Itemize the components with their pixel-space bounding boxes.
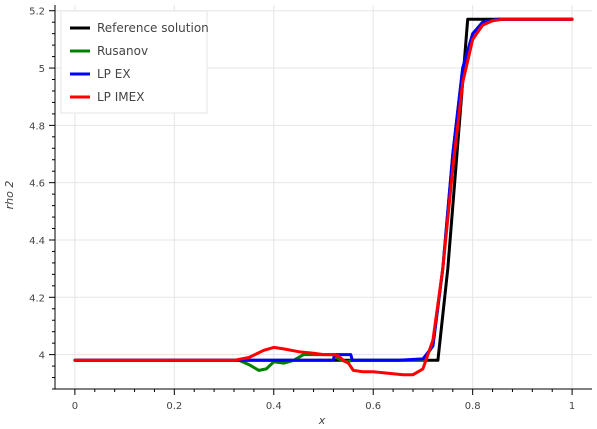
legend-label: LP EX <box>97 67 131 81</box>
y-tick-label: 4.2 <box>29 293 45 304</box>
y-tick-label: 4.6 <box>29 179 45 190</box>
legend-label: Rusanov <box>97 44 148 58</box>
legend-label: Reference solution <box>97 21 209 35</box>
y-axis-label: rho 2 <box>3 181 16 210</box>
x-tick-label: 0 <box>72 401 78 412</box>
y-tick-label: 4.8 <box>29 121 45 132</box>
y-tick-label: 4.4 <box>29 236 45 247</box>
x-tick-label: 0.2 <box>166 401 182 412</box>
x-tick-label: 1 <box>569 401 575 412</box>
y-tick-label: 5.2 <box>29 7 45 18</box>
x-tick-label: 0.8 <box>465 401 481 412</box>
y-tick-label: 4 <box>39 351 45 362</box>
legend-label: LP IMEX <box>97 90 144 104</box>
y-tick-label: 5 <box>39 64 45 75</box>
legend: Reference solution Rusanov LP EX LP IMEX <box>61 11 209 113</box>
x-tick-label: 0.6 <box>365 401 381 412</box>
x-axis-label: x <box>318 414 326 427</box>
x-tick-label: 0.4 <box>266 401 282 412</box>
